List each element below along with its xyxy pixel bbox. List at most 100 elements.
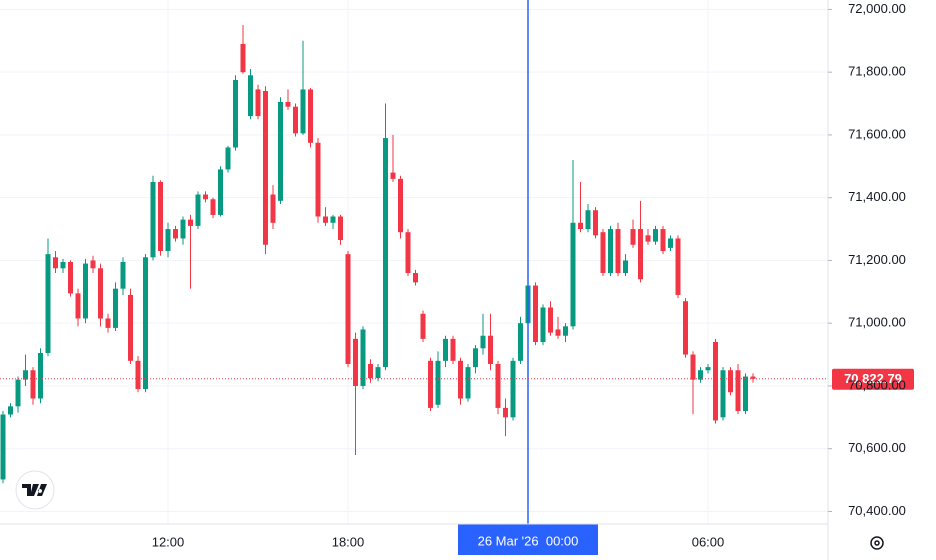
candle-body <box>443 338 448 361</box>
crosshair-label-box <box>458 524 598 555</box>
candle-body <box>165 229 171 252</box>
candle-body <box>450 338 456 361</box>
candle-body <box>428 360 433 408</box>
candle-body <box>233 80 238 148</box>
settings-center[interactable] <box>874 540 880 546</box>
candle-body <box>15 379 21 407</box>
candle-body <box>533 285 538 343</box>
candle-body <box>0 414 6 480</box>
y-tick-label: 70,800.00 <box>848 377 906 392</box>
candle-body <box>308 89 313 143</box>
candle-body <box>218 169 223 215</box>
candle-body <box>278 101 283 201</box>
candle-body <box>660 229 666 252</box>
candle-body <box>728 370 733 393</box>
candle-body <box>750 376 756 379</box>
candle-body <box>608 229 613 273</box>
candle-body <box>158 181 163 252</box>
candle-body <box>368 363 373 379</box>
candle-body <box>60 262 66 269</box>
logo-mark[interactable] <box>22 484 47 496</box>
y-tick-label: 70,400.00 <box>848 503 906 518</box>
candle-body <box>98 268 103 319</box>
candle-body <box>300 89 306 134</box>
candle-body <box>383 138 388 368</box>
candle-body <box>458 360 463 399</box>
candle-body <box>360 329 366 386</box>
candle-body <box>45 254 51 353</box>
candle-body <box>345 254 351 364</box>
candle-body <box>188 219 193 226</box>
candle-body <box>180 219 186 239</box>
candle-body <box>593 210 598 236</box>
candle-body <box>8 406 13 415</box>
candle-body <box>495 363 501 408</box>
candle-body <box>53 257 58 269</box>
last-price-label: 70,822.79 <box>844 371 902 386</box>
candle-body <box>338 216 343 241</box>
candle-body <box>585 210 591 230</box>
candle-body <box>173 229 178 239</box>
candle-body <box>255 89 261 117</box>
candle-body <box>720 370 726 418</box>
candle-body <box>75 293 81 319</box>
candle-body <box>105 318 111 328</box>
candle-body <box>480 335 486 349</box>
candle-body <box>225 147 231 170</box>
candle-body <box>690 354 696 380</box>
candle-body <box>540 307 546 343</box>
candle-body <box>120 262 126 289</box>
candle-body <box>38 352 43 399</box>
candle-body <box>413 272 418 283</box>
last-price-box <box>832 368 914 390</box>
candle-body <box>578 222 583 230</box>
candles <box>0 25 756 484</box>
candle-body <box>240 43 246 73</box>
candle-body <box>683 301 688 355</box>
candle-body <box>435 360 441 405</box>
candle-body <box>705 367 711 371</box>
candle-body <box>270 194 276 223</box>
candle-body <box>150 181 156 258</box>
candle-body <box>390 172 396 179</box>
candle-body <box>398 178 403 233</box>
candle-body <box>323 216 328 223</box>
x-tick-label: 18:00 <box>332 534 365 549</box>
y-tick-label: 70,600.00 <box>848 440 906 455</box>
candle-body <box>203 194 208 200</box>
candle-body <box>83 263 88 319</box>
y-tick-label: 72,000.00 <box>848 1 906 16</box>
candle-body <box>488 335 493 364</box>
candle-body <box>630 229 636 245</box>
candle-body <box>128 294 133 361</box>
candle-body <box>405 232 411 273</box>
candle-body <box>653 229 658 242</box>
candle-body <box>743 376 748 412</box>
candle-body <box>503 407 508 418</box>
crosshair-label: 26 Mar '26 00:00 <box>478 533 579 548</box>
candle-body <box>135 360 141 390</box>
candle-body <box>285 101 291 107</box>
y-tick-label: 71,400.00 <box>848 189 906 204</box>
candle-body <box>143 257 148 390</box>
candle-body <box>420 313 426 339</box>
y-tick-label: 71,200.00 <box>848 252 906 267</box>
candle-body <box>248 75 253 117</box>
candle-body <box>623 260 628 273</box>
logo[interactable] <box>15 470 55 510</box>
candle-body <box>668 238 673 248</box>
x-tick-label: 06:00 <box>692 534 725 549</box>
candle-body <box>375 367 381 379</box>
candle-body <box>465 367 471 399</box>
candle-body <box>68 262 73 294</box>
overlay: 26 Mar '26 00:00 70,822.79 <box>0 0 914 555</box>
candle-body <box>510 360 516 418</box>
y-tick-label: 71,600.00 <box>848 126 906 141</box>
candle-body <box>315 142 321 217</box>
candle-body <box>570 222 576 327</box>
settings-gear[interactable] <box>870 536 884 550</box>
settings-icon[interactable] <box>870 536 884 550</box>
candle-body <box>113 288 118 328</box>
